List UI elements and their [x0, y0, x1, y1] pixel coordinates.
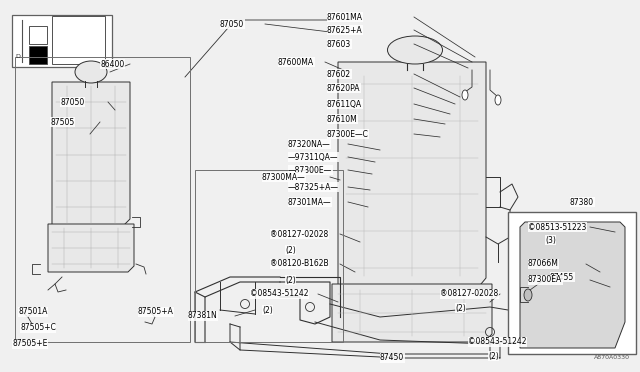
- Bar: [29, 46, 47, 64]
- Text: —87325+A—: —87325+A—: [288, 183, 339, 192]
- Text: 87610M: 87610M: [327, 115, 358, 124]
- Polygon shape: [52, 82, 130, 227]
- Text: 87620PA: 87620PA: [327, 83, 360, 93]
- Text: 87300EA: 87300EA: [528, 276, 563, 285]
- Text: 87505+C: 87505+C: [20, 324, 56, 333]
- Text: ®08120-B162B: ®08120-B162B: [270, 260, 328, 269]
- Text: 87301MA—: 87301MA—: [288, 198, 332, 206]
- Text: D: D: [15, 54, 20, 58]
- Polygon shape: [520, 222, 625, 348]
- Text: (2): (2): [488, 352, 499, 360]
- Text: ®08127-02028: ®08127-02028: [440, 289, 499, 298]
- Text: —97311QA—: —97311QA—: [288, 153, 339, 161]
- Text: 87300E—C: 87300E—C: [327, 129, 369, 138]
- Polygon shape: [338, 62, 486, 290]
- Text: ©08543-51242: ©08543-51242: [468, 337, 527, 346]
- Text: ®08127-02028: ®08127-02028: [270, 230, 328, 238]
- Text: 87050: 87050: [60, 97, 84, 106]
- Text: 87050: 87050: [220, 19, 244, 29]
- Text: 87066M: 87066M: [528, 260, 559, 269]
- Text: 86400: 86400: [100, 60, 124, 68]
- Text: 87601MA: 87601MA: [327, 13, 363, 22]
- Text: 87450: 87450: [380, 353, 404, 362]
- Bar: [12, 15, 112, 67]
- Bar: [29, 26, 47, 44]
- Bar: [52, 16, 105, 64]
- Text: (2): (2): [285, 276, 296, 285]
- Text: 87602: 87602: [327, 70, 351, 78]
- Ellipse shape: [495, 95, 501, 105]
- Bar: [508, 212, 636, 354]
- Text: A870A0330: A870A0330: [594, 355, 630, 360]
- Ellipse shape: [462, 90, 468, 100]
- Text: (2): (2): [455, 304, 466, 312]
- Ellipse shape: [524, 289, 532, 301]
- Text: (2): (2): [262, 305, 273, 314]
- Bar: [15, 57, 190, 342]
- Text: 87611QA: 87611QA: [327, 99, 362, 109]
- Text: 87625+A: 87625+A: [327, 26, 363, 35]
- Text: 87320NA—: 87320NA—: [288, 140, 331, 148]
- Polygon shape: [332, 284, 492, 342]
- Text: 87300MA—: 87300MA—: [262, 173, 306, 182]
- Text: ©08513-51223: ©08513-51223: [528, 222, 586, 231]
- Text: ©08543-51242: ©08543-51242: [250, 289, 308, 298]
- Text: 87501A: 87501A: [18, 308, 47, 317]
- Text: 87600MA: 87600MA: [278, 58, 314, 67]
- Text: (2): (2): [285, 246, 296, 254]
- Text: 87505+E: 87505+E: [12, 340, 47, 349]
- Text: —87300E—: —87300E—: [288, 166, 332, 174]
- Ellipse shape: [75, 61, 107, 83]
- Text: (3): (3): [545, 235, 556, 244]
- Ellipse shape: [387, 36, 442, 64]
- Bar: [195, 170, 343, 342]
- Text: 87455: 87455: [550, 273, 574, 282]
- Text: 87505: 87505: [50, 118, 74, 126]
- Text: 87603: 87603: [327, 39, 351, 48]
- Polygon shape: [48, 224, 134, 272]
- Text: 87381N: 87381N: [188, 311, 218, 321]
- Text: 87380: 87380: [570, 198, 594, 206]
- Text: 87505+A: 87505+A: [138, 308, 174, 317]
